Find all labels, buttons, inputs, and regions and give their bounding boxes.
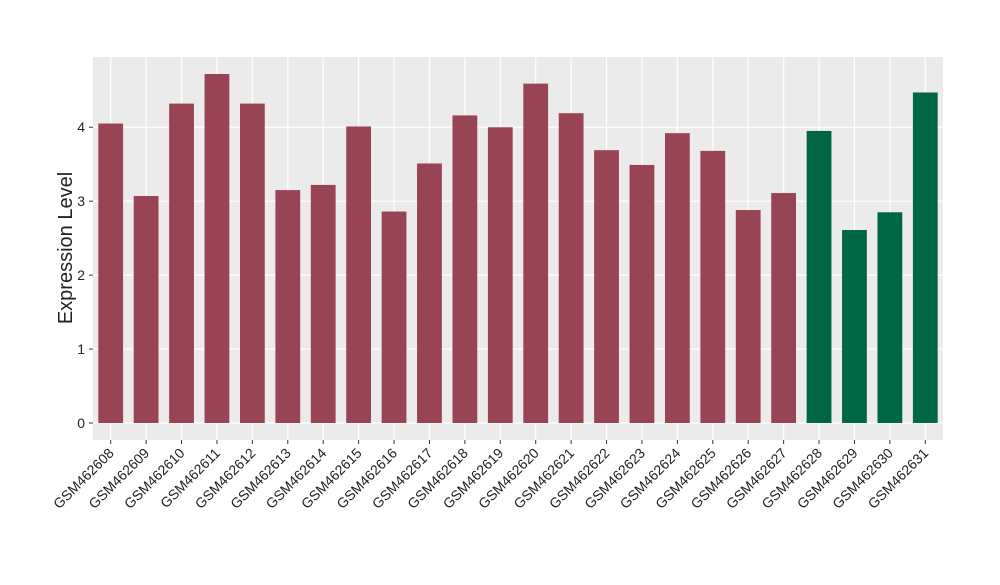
bar bbox=[806, 130, 832, 423]
bar bbox=[239, 103, 265, 423]
bar bbox=[664, 133, 690, 423]
y-tick-label: 4 bbox=[77, 119, 85, 135]
bar bbox=[417, 163, 442, 423]
bar bbox=[275, 190, 301, 423]
plot-panel bbox=[93, 57, 943, 440]
y-tick-label: 3 bbox=[77, 193, 85, 209]
bar bbox=[842, 230, 867, 423]
bar bbox=[558, 113, 584, 423]
bar bbox=[487, 127, 513, 423]
y-tick-label: 2 bbox=[77, 267, 85, 283]
bar bbox=[133, 196, 159, 423]
bar bbox=[912, 92, 938, 423]
bar bbox=[381, 211, 407, 423]
bar bbox=[204, 74, 230, 423]
bar bbox=[310, 184, 336, 423]
bar bbox=[594, 150, 619, 423]
bar bbox=[346, 126, 372, 423]
bar bbox=[98, 123, 124, 423]
bar bbox=[700, 150, 726, 423]
bar bbox=[735, 210, 761, 423]
y-tick-label: 0 bbox=[77, 415, 85, 431]
y-tick-label: 1 bbox=[77, 341, 85, 357]
bar bbox=[523, 83, 549, 423]
bar bbox=[452, 115, 478, 423]
bar bbox=[771, 193, 797, 423]
bar bbox=[169, 103, 194, 423]
bar bbox=[877, 212, 903, 423]
bar bbox=[629, 164, 655, 423]
y-axis-title: Expression Level bbox=[55, 172, 77, 324]
